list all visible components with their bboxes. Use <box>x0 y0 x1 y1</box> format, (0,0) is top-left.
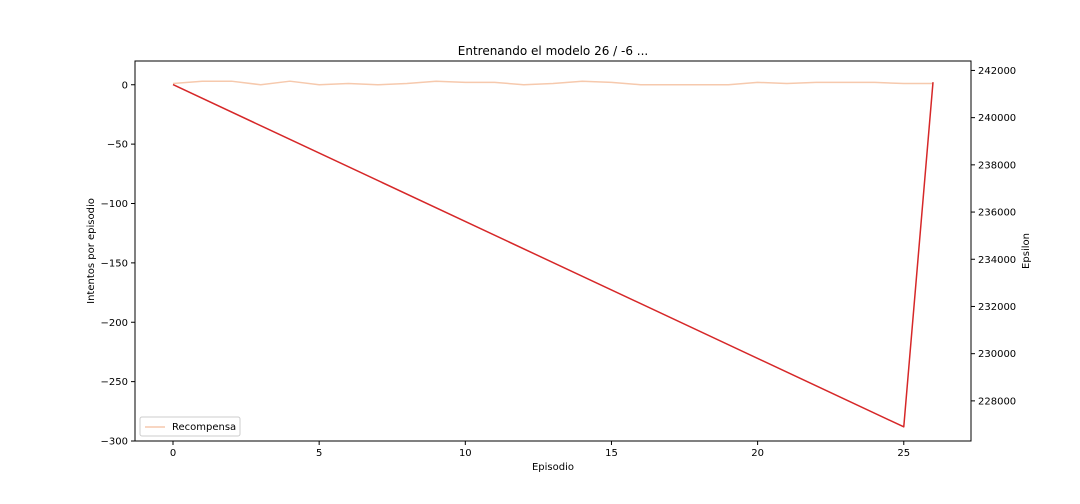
y-right-tick-label: 234000 <box>978 255 1016 266</box>
y-left-tick-label: −300 <box>101 437 128 448</box>
y-left-tick-label: −200 <box>101 318 128 329</box>
series-line-series-right-1 <box>172 82 934 428</box>
x-tick-label: 25 <box>897 448 910 459</box>
legend: Recompensa <box>139 416 241 437</box>
x-tick-label: 10 <box>459 448 472 459</box>
chart-title: Entrenando el modelo 26 / -6 ... <box>458 44 649 58</box>
plot-frame <box>134 60 972 442</box>
y-left-tick-label: 0 <box>122 80 128 91</box>
y-right-tick-label: 242000 <box>978 66 1016 77</box>
y-left-tick-label: −150 <box>101 258 128 269</box>
y-left-tick-label: −100 <box>101 199 128 210</box>
x-tick-label: 0 <box>170 448 176 459</box>
y-left-tick-label: −250 <box>101 377 128 388</box>
y-left-tick-label: −50 <box>107 140 128 151</box>
y-right-tick-label: 230000 <box>978 349 1016 360</box>
y-right-axis-label: Epsilon <box>1021 233 1032 269</box>
series-layer <box>172 80 934 428</box>
axes-layer: 0 5 10 15 20 25 0 −50 −100 −150 −200 −250 −300 228000… <box>101 60 1016 459</box>
x-tick-label: 5 <box>316 448 322 459</box>
y-right-tick-label: 232000 <box>978 302 1016 313</box>
x-axis-label: Episodio <box>532 462 574 473</box>
legend-box <box>139 416 241 437</box>
series-line-recompensa <box>172 80 933 86</box>
y-right-tick-label: 238000 <box>978 160 1016 171</box>
y-right-tick-label: 236000 <box>978 208 1016 219</box>
legend-label-recompensa: Recompensa <box>172 422 236 433</box>
x-tick-label: 15 <box>605 448 618 459</box>
y-right-tick-label: 228000 <box>978 396 1016 407</box>
y-left-axis-label: Intentos por episodio <box>86 198 97 304</box>
y-right-tick-label: 240000 <box>978 113 1016 124</box>
x-tick-label: 20 <box>751 448 764 459</box>
